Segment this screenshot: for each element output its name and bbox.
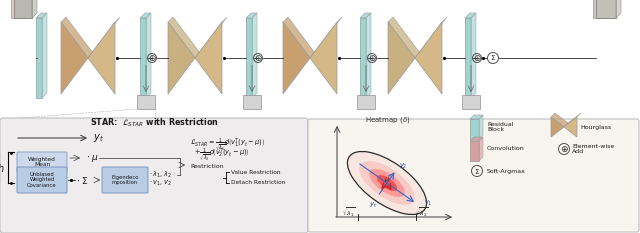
FancyBboxPatch shape xyxy=(243,95,261,109)
Text: $\oplus$: $\oplus$ xyxy=(472,53,481,63)
Polygon shape xyxy=(310,17,342,58)
Polygon shape xyxy=(168,22,195,94)
Text: $y_t$: $y_t$ xyxy=(369,200,377,210)
Text: $\cdot\;v_1, v_2$: $\cdot\;v_1, v_2$ xyxy=(149,178,172,188)
Polygon shape xyxy=(551,113,568,127)
Text: Residual
Block: Residual Block xyxy=(487,122,513,132)
Polygon shape xyxy=(564,113,581,127)
Polygon shape xyxy=(195,17,227,58)
Text: $\cdot\;\Sigma$: $\cdot\;\Sigma$ xyxy=(76,175,88,185)
Polygon shape xyxy=(140,13,151,18)
Polygon shape xyxy=(596,0,616,18)
Polygon shape xyxy=(470,137,483,141)
Polygon shape xyxy=(283,22,310,94)
FancyBboxPatch shape xyxy=(308,119,639,232)
Ellipse shape xyxy=(369,169,404,197)
Text: Restriction: Restriction xyxy=(190,164,223,169)
Polygon shape xyxy=(360,13,371,18)
Polygon shape xyxy=(479,137,483,161)
Polygon shape xyxy=(415,17,447,58)
Polygon shape xyxy=(283,17,315,58)
Polygon shape xyxy=(465,13,476,18)
Polygon shape xyxy=(32,0,37,18)
Text: $v_1$: $v_1$ xyxy=(424,199,433,208)
FancyBboxPatch shape xyxy=(137,95,155,109)
Polygon shape xyxy=(616,0,621,18)
Text: Heatmap ($\delta$): Heatmap ($\delta$) xyxy=(365,115,410,125)
Ellipse shape xyxy=(359,161,415,205)
Text: $\mu$: $\mu$ xyxy=(384,175,390,185)
Polygon shape xyxy=(195,22,222,94)
Polygon shape xyxy=(470,141,479,161)
Polygon shape xyxy=(415,22,442,94)
Text: $y_t$: $y_t$ xyxy=(93,132,104,144)
Polygon shape xyxy=(146,13,151,98)
Polygon shape xyxy=(36,18,42,98)
Polygon shape xyxy=(471,13,476,98)
Polygon shape xyxy=(11,0,29,18)
Text: $v_2$: $v_2$ xyxy=(399,162,408,171)
Polygon shape xyxy=(88,17,120,58)
Ellipse shape xyxy=(348,152,426,214)
Polygon shape xyxy=(36,13,47,18)
Polygon shape xyxy=(470,115,483,119)
Polygon shape xyxy=(310,22,337,94)
Text: Weighted
Mean: Weighted Mean xyxy=(28,157,56,167)
FancyBboxPatch shape xyxy=(357,95,375,109)
FancyBboxPatch shape xyxy=(462,95,480,109)
Text: Eigendeco
mposition: Eigendeco mposition xyxy=(111,175,139,185)
Text: Detach Restriction: Detach Restriction xyxy=(231,181,285,185)
Text: $\mathcal{L}_{STAR} = \frac{1}{\sqrt{\lambda_1}} d\!\left(v_1^T(y_t-\mu)\right)$: $\mathcal{L}_{STAR} = \frac{1}{\sqrt{\la… xyxy=(190,136,265,154)
Text: $\sqrt{\lambda_2}$: $\sqrt{\lambda_2}$ xyxy=(415,206,428,219)
Polygon shape xyxy=(593,0,614,18)
Text: $\oplus$: $\oplus$ xyxy=(367,53,376,63)
Polygon shape xyxy=(168,17,200,58)
FancyBboxPatch shape xyxy=(17,152,67,172)
Polygon shape xyxy=(14,0,32,18)
Text: Convolution: Convolution xyxy=(487,147,525,151)
Text: Hourglass: Hourglass xyxy=(580,124,611,130)
Polygon shape xyxy=(42,13,47,98)
Polygon shape xyxy=(360,18,366,98)
Ellipse shape xyxy=(377,175,397,191)
Polygon shape xyxy=(246,18,252,98)
Text: $\oplus$: $\oplus$ xyxy=(253,53,262,63)
Polygon shape xyxy=(551,117,564,137)
Polygon shape xyxy=(88,22,115,94)
Text: $+ \frac{1}{\sqrt{\lambda_2}} d\!\left(v_2^T(y_t-\mu)\right)$: $+ \frac{1}{\sqrt{\lambda_2}} d\!\left(v… xyxy=(194,146,250,164)
Polygon shape xyxy=(564,117,577,137)
FancyBboxPatch shape xyxy=(0,118,308,233)
Polygon shape xyxy=(479,115,483,139)
Text: $\Sigma$: $\Sigma$ xyxy=(490,54,496,62)
Polygon shape xyxy=(61,17,93,58)
Text: Soft-Argmax: Soft-Argmax xyxy=(487,168,526,174)
Polygon shape xyxy=(246,13,257,18)
Polygon shape xyxy=(61,22,88,94)
Text: $\oplus$: $\oplus$ xyxy=(148,53,156,63)
Text: Unbiased
Weighted
Covariance: Unbiased Weighted Covariance xyxy=(27,172,57,188)
Text: STAR:  $\mathcal{L}_{STAR}$ with Restriction: STAR: $\mathcal{L}_{STAR}$ with Restrict… xyxy=(90,117,218,129)
FancyBboxPatch shape xyxy=(102,167,148,193)
Polygon shape xyxy=(388,22,415,94)
Polygon shape xyxy=(252,13,257,98)
FancyBboxPatch shape xyxy=(17,167,67,193)
Polygon shape xyxy=(366,13,371,98)
Text: $\cdot\;\mu$: $\cdot\;\mu$ xyxy=(86,153,99,164)
Polygon shape xyxy=(388,17,420,58)
Text: Element-wise
Add: Element-wise Add xyxy=(572,144,614,154)
Polygon shape xyxy=(465,18,471,98)
Text: $h$: $h$ xyxy=(0,162,5,174)
Text: $\sqrt{\lambda_1}$: $\sqrt{\lambda_1}$ xyxy=(342,206,356,219)
Polygon shape xyxy=(140,18,146,98)
Text: $\Sigma$: $\Sigma$ xyxy=(474,167,480,175)
Text: $\cdot\;\lambda_1, \lambda_2$: $\cdot\;\lambda_1, \lambda_2$ xyxy=(149,170,172,180)
Text: $\oplus$: $\oplus$ xyxy=(559,144,568,154)
Polygon shape xyxy=(470,119,479,139)
Text: Value Restriction: Value Restriction xyxy=(231,169,280,175)
